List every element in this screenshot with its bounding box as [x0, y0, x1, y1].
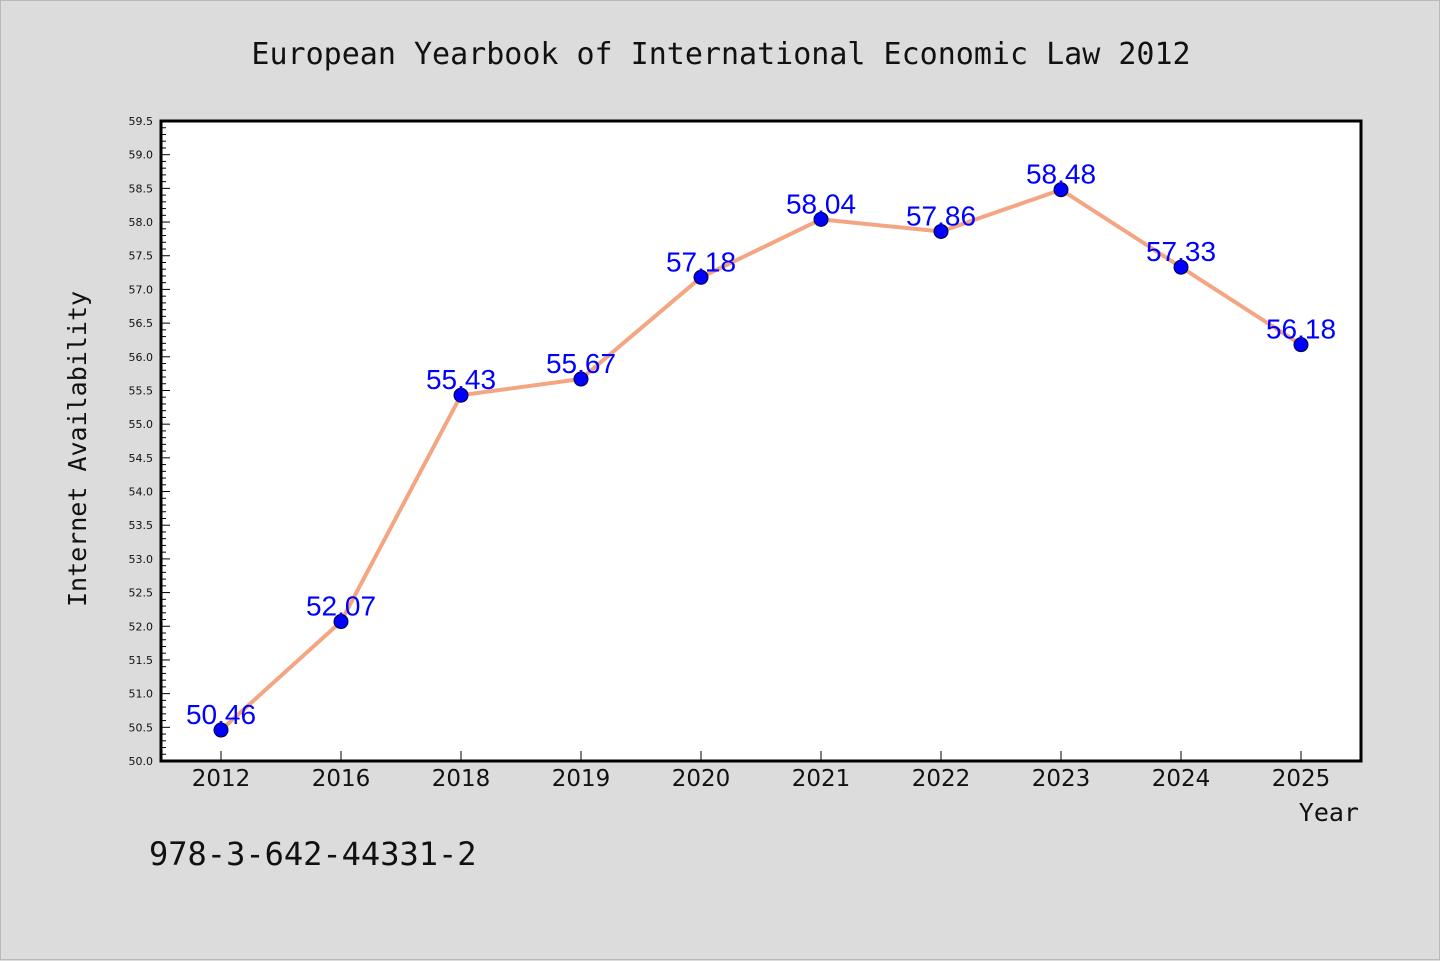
y-tick-label: 52.5: [129, 587, 154, 600]
data-point: [1053, 182, 1069, 198]
y-tick-label: 55.5: [129, 384, 154, 397]
y-tick-label: 52.0: [129, 620, 154, 633]
data-label: 52.07: [306, 591, 376, 622]
y-tick-label: 55.0: [129, 418, 154, 431]
y-tick-label: 53.0: [129, 553, 154, 566]
x-tick-label: 2018: [432, 766, 491, 792]
y-tick-label: 59.5: [129, 115, 154, 128]
data-point: [573, 371, 589, 387]
series-group: 50.46 52.07 55.43 55.67 57.18 58.04 57.86 58.48…: [186, 159, 1336, 738]
y-tick-label: 56.0: [129, 351, 154, 364]
y-tick-label: 51.5: [129, 654, 154, 667]
y-tick-label: 53.5: [129, 519, 154, 532]
data-label: 58.48: [1026, 159, 1096, 190]
x-tick-label: 2023: [1032, 766, 1091, 792]
data-point: [1293, 337, 1309, 353]
x-axis-label: Year: [1299, 798, 1359, 827]
data-label: 57.18: [666, 246, 736, 277]
data-label: 50.46: [186, 699, 256, 730]
data-point: [693, 269, 709, 285]
y-tick-label: 58.5: [129, 182, 154, 195]
y-tick-label: 56.5: [129, 317, 154, 330]
y-tick-label: 59.0: [129, 149, 154, 162]
y-tick-label: 51.0: [129, 688, 154, 701]
x-tick-label: 2024: [1152, 766, 1211, 792]
y-tick-label: 54.0: [129, 486, 154, 499]
y-tick-label: 54.5: [129, 452, 154, 465]
footer-isbn: 978-3-642-44331-2: [149, 835, 477, 873]
x-tick-label: 2012: [192, 766, 251, 792]
plot-area: [159, 119, 1363, 763]
y-tick-label: 50.0: [129, 755, 154, 768]
series-line: [219, 187, 1303, 733]
data-point: [453, 387, 469, 403]
data-point: [813, 211, 829, 227]
y-axis-label: Internet Availability: [63, 291, 92, 607]
x-tick-label: 2019: [552, 766, 611, 792]
x-tick-label: 2021: [792, 766, 851, 792]
data-point: [933, 223, 949, 239]
x-axis: 2012 2016 2018 2019 2020 2021 2022 2023 2024 2025: [192, 751, 1331, 792]
data-point: [1173, 259, 1189, 275]
chart-title: European Yearbook of International Econo…: [251, 37, 1190, 72]
data-label: 57.86: [906, 200, 976, 231]
x-tick-label: 2025: [1272, 766, 1331, 792]
data-label: 55.67: [546, 348, 616, 379]
x-tick-label: 2020: [672, 766, 731, 792]
y-tick-label: 57.5: [129, 250, 154, 263]
data-point: [333, 614, 349, 630]
y-tick-label: 58.0: [129, 216, 154, 229]
x-tick-label: 2022: [912, 766, 971, 792]
y-tick-label: 57.0: [129, 283, 154, 296]
data-label: 58.04: [786, 188, 856, 219]
data-label: 55.43: [426, 364, 496, 395]
y-axis: 50.0 50.5 51.0 51.5 52.0 52.5 53.0 53.5 54.0 54.5…: [129, 115, 170, 768]
data-label: 56.18: [1266, 314, 1336, 345]
data-label: 57.33: [1146, 236, 1216, 267]
data-point: [213, 722, 229, 738]
x-tick-label: 2016: [312, 766, 371, 792]
y-tick-label: 50.5: [129, 721, 154, 734]
